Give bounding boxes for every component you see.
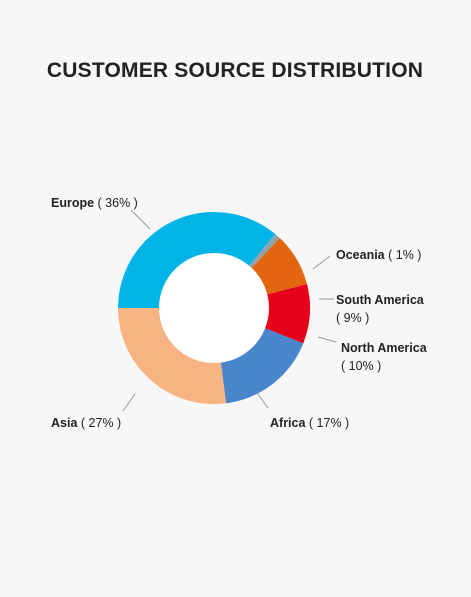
donut-hole <box>159 253 269 363</box>
chart-title: CUSTOMER SOURCE DISTRIBUTION <box>47 59 423 82</box>
label-south-america: South America( 9% ) <box>336 293 425 325</box>
leader-line-europe <box>130 209 151 230</box>
label-europe: Europe ( 36% ) <box>51 196 138 210</box>
leader-line-africa <box>256 392 269 409</box>
label-north-america: North America( 10% ) <box>341 341 428 373</box>
label-africa: Africa ( 17% ) <box>270 416 349 430</box>
slice-labels: Europe ( 36% ) Oceania ( 1% ) South Americ… <box>51 196 428 430</box>
label-oceania: Oceania ( 1% ) <box>336 248 421 262</box>
leader-line-asia <box>122 393 136 412</box>
leader-line-oceania <box>312 255 331 270</box>
leader-line-north-america <box>317 336 337 343</box>
leader-lines <box>122 209 337 412</box>
label-asia: Asia ( 27% ) <box>51 416 121 430</box>
